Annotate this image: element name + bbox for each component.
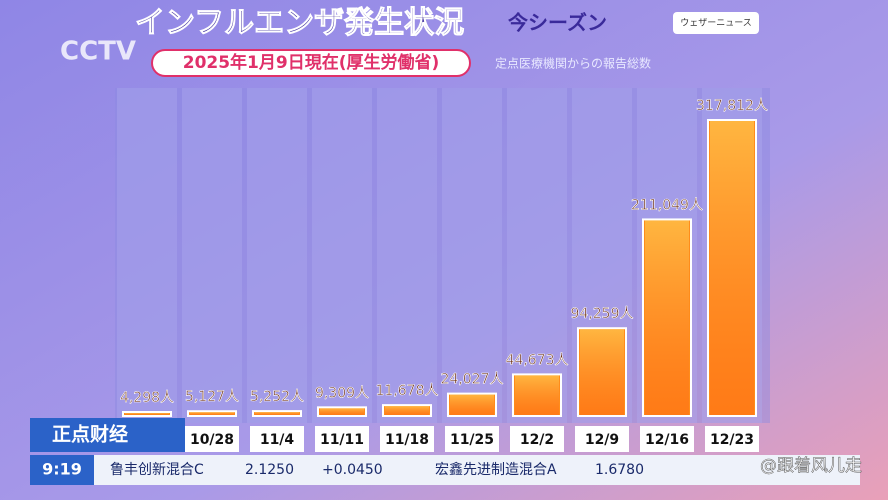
category-box (250, 426, 304, 452)
bar-shade (580, 329, 624, 415)
watermark: @跟着风儿走 (760, 456, 862, 476)
bar-shade (255, 412, 299, 415)
value-label: 24,027人 (441, 372, 504, 388)
value-label: 9,309人 (315, 385, 369, 401)
ticker-name: 鲁丰创新混合C (110, 462, 204, 478)
column-stripe (442, 88, 502, 423)
program: 正点财经 (52, 423, 128, 446)
value-label: 44,673人 (506, 352, 569, 368)
category-box (185, 426, 239, 452)
category-box (510, 426, 564, 452)
category-box (315, 426, 369, 452)
bar-shade (190, 412, 234, 415)
category-box (575, 426, 629, 452)
column-stripe (247, 88, 307, 423)
date-badge (151, 49, 471, 77)
date: 2025年1月9日現在(厚生労働省) (183, 52, 440, 73)
column-stripe (377, 88, 437, 423)
column-stripe (182, 88, 242, 423)
source-note: 定点医療機関からの報告総数 (495, 56, 651, 71)
column-stripe (117, 88, 177, 423)
x-tick-label: 12/16 (645, 432, 689, 448)
bar-shade (385, 406, 429, 415)
ticker-band (30, 455, 860, 485)
category-box (380, 426, 434, 452)
ticker-change: +0.0450 (322, 462, 383, 478)
value-label: 94,259人 (571, 306, 634, 322)
bar-shade (710, 121, 754, 415)
value-label: 5,252人 (250, 389, 304, 405)
value-label: 11,678人 (376, 383, 439, 399)
title: インフルエンザ発生状況 (135, 6, 464, 41)
x-tick-label: 10/28 (190, 432, 234, 448)
category-box (705, 426, 759, 452)
x-tick-label: 12/23 (710, 432, 754, 448)
program-band (30, 418, 185, 452)
x-tick-label: 11/4 (260, 432, 295, 448)
value-label: 317,812人 (696, 98, 768, 114)
channel-logo: CCTV (60, 37, 136, 67)
bar-shade (320, 408, 364, 415)
column-stripe (312, 88, 372, 423)
category-box (445, 426, 499, 452)
bar-shade (515, 375, 559, 415)
ticker-name: 宏鑫先进制造混合A (435, 461, 557, 478)
category-box (640, 426, 694, 452)
x-tick-label: 11/25 (450, 432, 494, 448)
x-tick-label: 12/9 (585, 432, 619, 448)
x-tick-label: 12/2 (520, 432, 554, 448)
time: 9:19 (42, 460, 82, 479)
x-tick-label: 11/18 (385, 432, 429, 448)
logo: ウェザーニュース (680, 18, 752, 29)
logo-box (673, 12, 759, 34)
value-label: 211,049人 (631, 197, 703, 213)
value-label: 5,127人 (185, 389, 239, 405)
ticker-price: 1.6780 (595, 462, 644, 478)
value-label: 4,298人 (120, 390, 174, 406)
column-stripe (507, 88, 567, 423)
time-box (30, 455, 94, 485)
bar-shade (645, 220, 689, 415)
season: 今シーズン (508, 11, 607, 35)
bar-shade (125, 412, 169, 415)
x-tick-label: 11/11 (320, 432, 364, 448)
bar-shade (450, 394, 494, 415)
ticker-price: 2.1250 (245, 462, 294, 478)
